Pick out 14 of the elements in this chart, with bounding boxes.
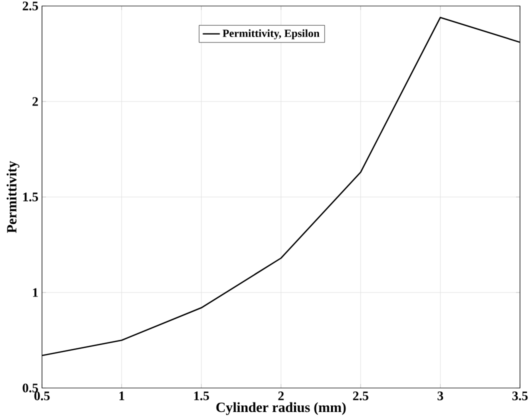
x-tick-label: 1.5 [194, 392, 209, 400]
y-axis-title: Permittivity [6, 160, 20, 233]
y-tick-label: 1.5 [23, 192, 38, 202]
x-tick-label: 1 [119, 392, 124, 400]
y-tick-label: 2 [32, 97, 38, 106]
y-tick-label: 2.5 [22, 2, 38, 10]
x-axis-title: Cylinder radius (mm) [216, 402, 346, 415]
y-tick-label: 0.5 [22, 384, 38, 392]
y-tick-label: 1 [33, 288, 38, 297]
legend-label: Permittivity, Epsilon [222, 29, 320, 40]
x-tick-label: 3.5 [512, 392, 528, 400]
x-tick-label: 3 [438, 392, 444, 400]
x-tick-label: 2.5 [353, 392, 368, 400]
x-tick-label: 2 [278, 392, 284, 400]
